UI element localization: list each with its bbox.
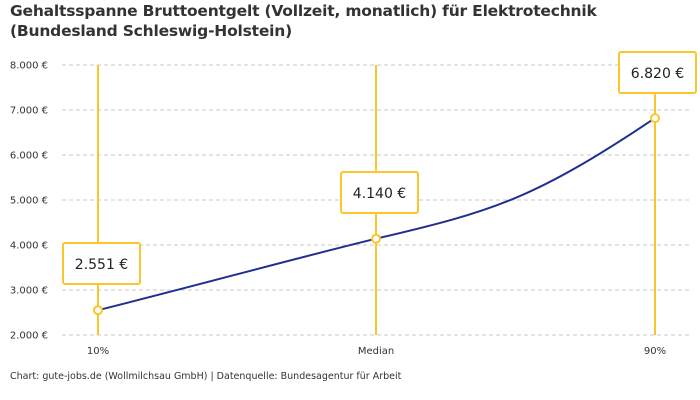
data-label-box — [340, 171, 419, 214]
chart-source: Chart: gute-jobs.de (Wollmilchsau GmbH) … — [10, 371, 402, 382]
data-label: 6.820 € — [631, 66, 684, 82]
y-tick-label: 5.000 € — [10, 196, 48, 207]
data-label-box — [618, 51, 697, 94]
data-point — [93, 305, 103, 316]
y-tick-label: 2.000 € — [10, 331, 48, 342]
y-tick-label: 6.000 € — [10, 151, 48, 162]
x-tick-label: Median — [358, 346, 394, 357]
x-tick-label: 90% — [644, 346, 666, 357]
y-tick-label: 8.000 € — [10, 61, 48, 72]
y-tick-label: 4.000 € — [10, 241, 48, 252]
data-label: 4.140 € — [353, 186, 406, 202]
data-point — [371, 233, 381, 244]
data-point — [650, 113, 660, 124]
y-tick-label: 7.000 € — [10, 106, 48, 117]
y-tick-label: 3.000 € — [10, 286, 48, 297]
data-label-box — [62, 242, 141, 285]
x-tick-label: 10% — [87, 346, 109, 357]
chart-title: Gehaltsspanne Bruttoentgelt (Vollzeit, m… — [10, 2, 597, 40]
data-label: 2.551 € — [75, 257, 128, 273]
